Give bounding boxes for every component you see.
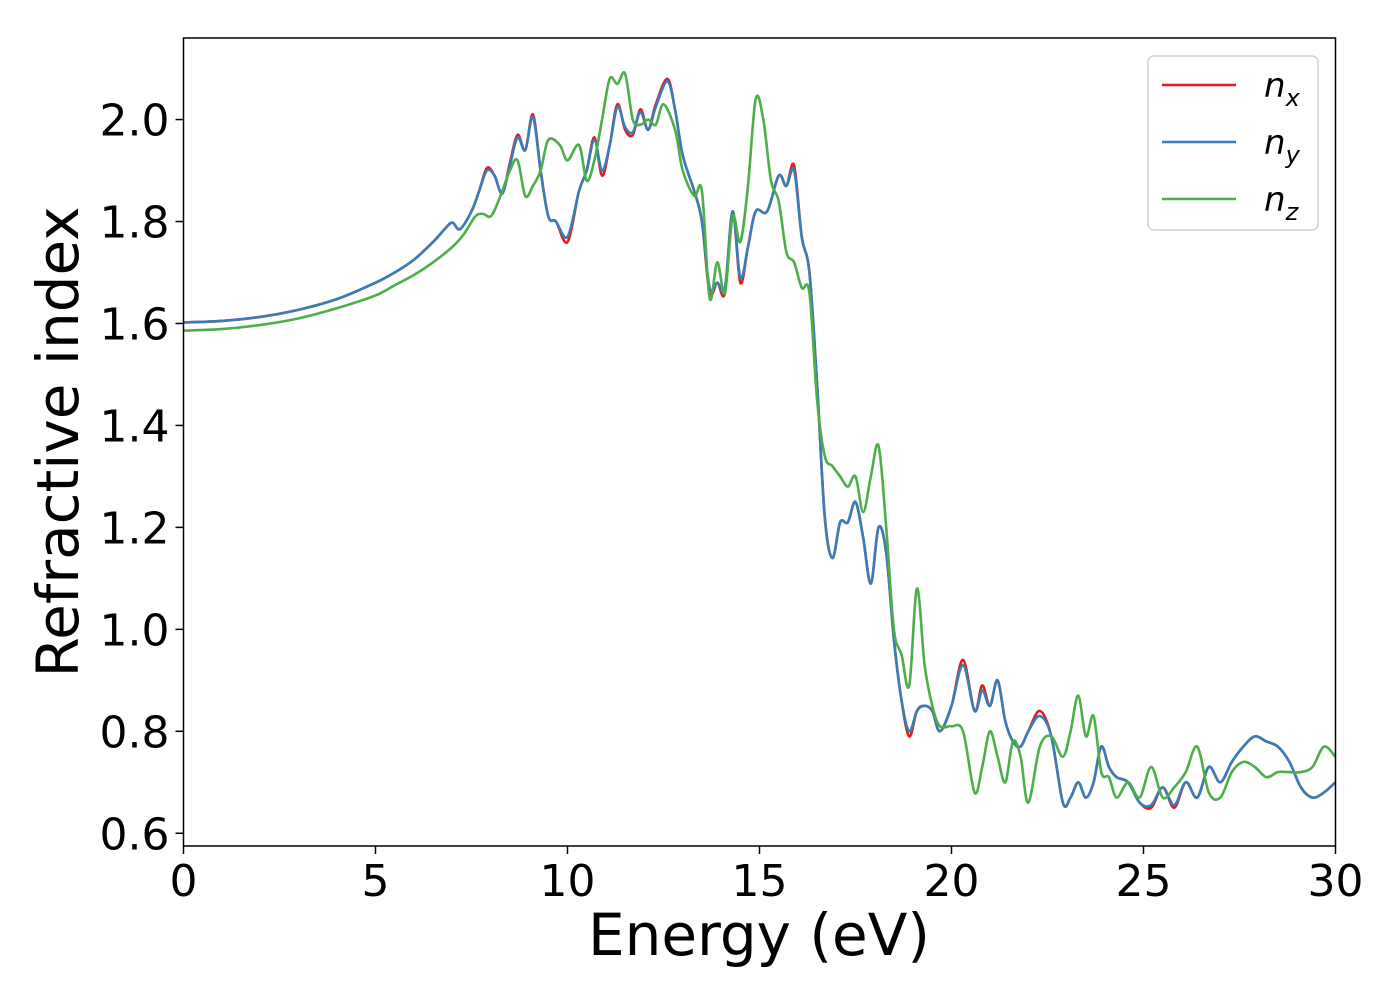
x-tick-label: 20	[924, 856, 980, 907]
series-lines	[183, 71, 1337, 810]
y-tick-label: 1.8	[100, 198, 170, 249]
plot-area	[183, 38, 1336, 846]
y-tick-label: 2.0	[100, 96, 170, 147]
x-tick-label: 25	[1116, 856, 1172, 907]
y-tick-label: 0.6	[100, 809, 170, 860]
legend: nx ny nz	[1147, 55, 1319, 231]
x-tick-label: 10	[540, 856, 596, 907]
y-tick-label: 1.4	[100, 401, 170, 452]
x-tick-label: 5	[362, 856, 390, 907]
x-tick-label: 30	[1308, 856, 1364, 907]
y-tick-label: 1.2	[100, 503, 170, 554]
x-tick-label: 0	[170, 856, 198, 907]
series-line-z	[183, 71, 1337, 804]
x-axis-title: Energy (eV)	[588, 901, 930, 969]
y-axis-title: Refractive index	[24, 206, 92, 677]
y-tick-label: 0.8	[100, 707, 170, 758]
y-tick-label: 1.0	[100, 605, 170, 656]
legend-label-x: nx	[1264, 66, 1301, 112]
legend-label-z: nz	[1264, 180, 1300, 226]
y-tick-label: 1.6	[100, 299, 170, 350]
x-tick-label: 15	[732, 856, 788, 907]
legend-label-y: ny	[1264, 123, 1301, 169]
x-axis-ticks: 0 5 10 15 20 25 30	[170, 846, 1364, 907]
y-axis-ticks: 0.6 0.8 1.0 1.2 1.4 1.6 1.8 2.0	[100, 96, 184, 860]
